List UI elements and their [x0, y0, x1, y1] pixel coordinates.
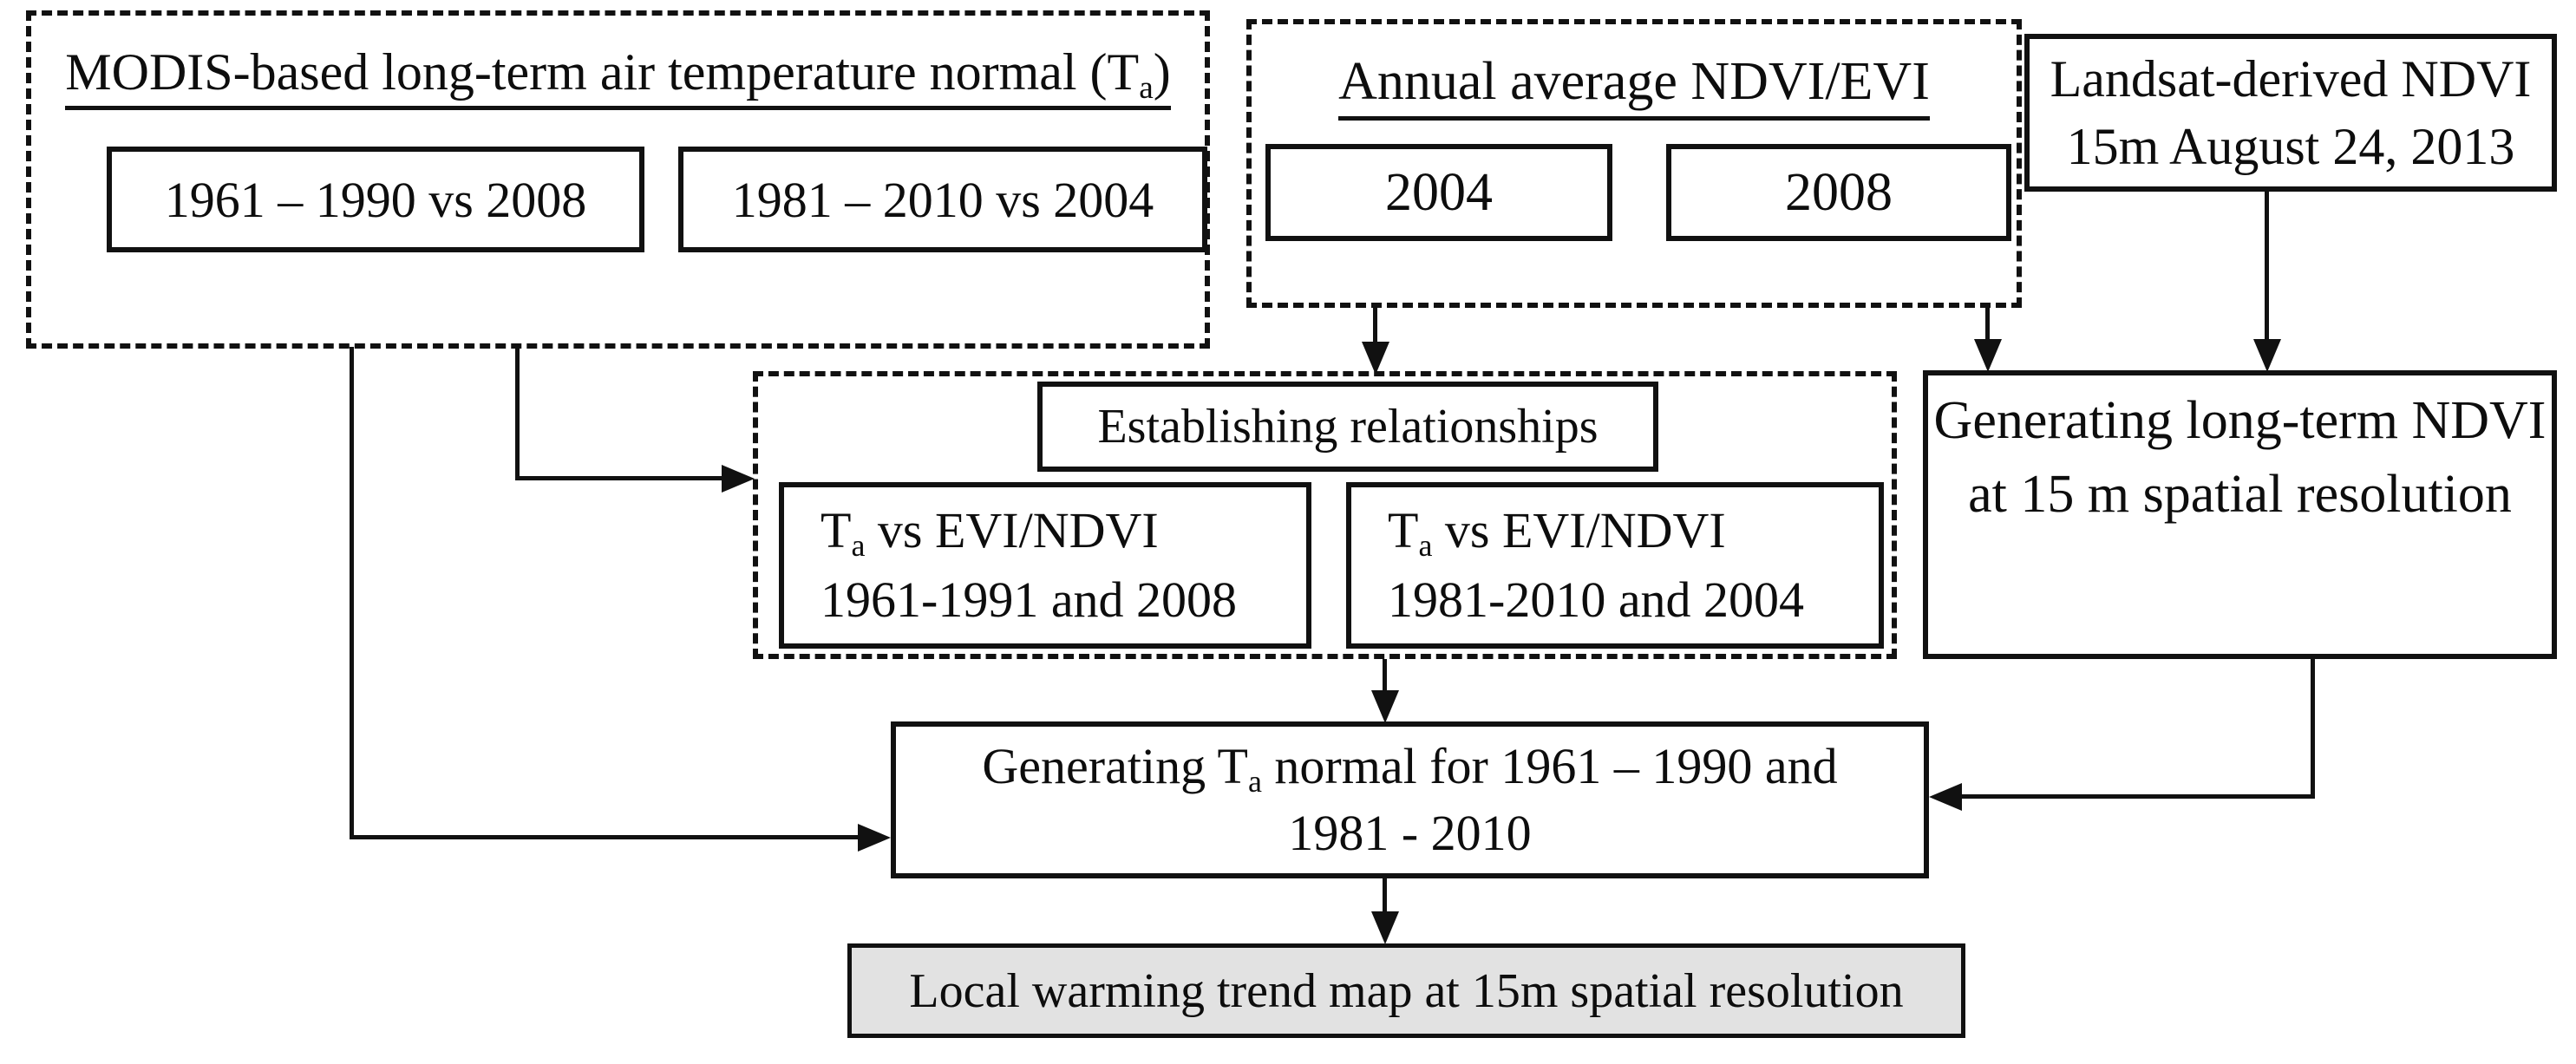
- connector-ndvi-to-generating-ndvi-shaft: [1985, 308, 1990, 341]
- connector-modis-to-generating-ta-vertical: [350, 347, 354, 839]
- connector-modis-to-relationships-vertical: [515, 347, 520, 480]
- generating-ta-line1: Generating Ta normal for 1961 – 1990 and: [982, 737, 1838, 800]
- year-box-2008: 2008: [1666, 144, 2011, 241]
- ndvi-container-title: Annual average NDVI/EVI: [1252, 52, 2017, 121]
- local-warming-output-label: Local warming trend map at 15m spatial r…: [909, 963, 1904, 1018]
- annual-ndvi-evi-container: Annual average NDVI/EVI 2004 2008: [1246, 19, 2022, 308]
- arrowhead-generating-ta-to-output: [1371, 911, 1399, 944]
- generating-longterm-ndvi-box: Generating long-term NDVI at 15 m spatia…: [1923, 370, 2557, 659]
- arrowhead-ndvi-to-relationships: [1362, 342, 1389, 375]
- subscript-a: a: [851, 528, 866, 564]
- ndvi-title-text: Annual average NDVI/EVI: [1338, 52, 1930, 121]
- period-box-2-label: 1981 – 2010 vs 2004: [731, 171, 1154, 228]
- generating-ta-normal-box: Generating Ta normal for 1961 – 1990 and…: [891, 721, 1929, 878]
- arrowhead-relationships-to-generating-ta: [1371, 690, 1399, 723]
- year-box-2004: 2004: [1265, 144, 1612, 241]
- subscript-a: a: [1139, 70, 1154, 107]
- ta-vs-line-2: 1961-1991 and 2008: [821, 571, 1238, 628]
- connector-ndvi-to-relationships-shaft: [1373, 308, 1377, 343]
- establishing-relationships-container: Establishing relationships Ta vs EVI/NDV…: [753, 371, 1897, 659]
- modis-title-text: MODIS-based long-term air temperature no…: [65, 43, 1171, 110]
- connector-modis-to-generating-ta-horizontal: [350, 835, 860, 839]
- period-box-1981-2010: 1981 – 2010 vs 2004: [678, 147, 1207, 252]
- modis-temperature-container: MODIS-based long-term air temperature no…: [26, 10, 1210, 349]
- landsat-line1: Landsat-derived NDVI: [2050, 50, 2532, 108]
- ta-vs-line-1: Ta vs EVI/NDVI: [1388, 501, 1726, 564]
- connector-modis-to-relationships-horizontal: [515, 476, 722, 480]
- generating-ndvi-line2: at 15 m spatial resolution: [1968, 464, 2512, 524]
- modis-container-title: MODIS-based long-term air temperature no…: [31, 43, 1205, 110]
- subscript-a: a: [1247, 764, 1262, 800]
- period-box-1961-1990: 1961 – 1990 vs 2008: [107, 147, 644, 252]
- landsat-line2: 15m August 24, 2013: [2066, 118, 2515, 175]
- landsat-ndvi-box: Landsat-derived NDVI 15m August 24, 2013: [2024, 34, 2557, 192]
- ta-vs-line-2: 1981-2010 and 2004: [1388, 571, 1805, 628]
- arrowhead-modis-to-generating-ta: [858, 824, 891, 852]
- connector-landsat-to-generating-ndvi-shaft: [2265, 192, 2269, 341]
- year-box-2004-label: 2004: [1385, 162, 1493, 222]
- arrowhead-generating-ndvi-to-ta: [1929, 783, 1962, 811]
- ta-vs-evi-ndvi-box-2: Ta vs EVI/NDVI 1981-2010 and 2004: [1346, 482, 1884, 649]
- arrowhead-modis-to-relationships: [722, 465, 755, 493]
- ta-vs-line-1: Ta vs EVI/NDVI: [821, 501, 1159, 564]
- year-box-2008-label: 2008: [1785, 162, 1893, 222]
- establishing-relationships-title-box: Establishing relationships: [1037, 382, 1658, 472]
- connector-relationships-to-generating-ta-shaft: [1383, 659, 1387, 692]
- local-warming-output-box: Local warming trend map at 15m spatial r…: [847, 943, 1965, 1038]
- subscript-a: a: [1418, 528, 1433, 564]
- arrowhead-landsat-to-generating-ndvi: [2253, 339, 2281, 372]
- connector-generating-ndvi-to-ta-horizontal: [1960, 794, 2315, 799]
- generating-ndvi-line1: Generating long-term NDVI: [1933, 391, 2547, 450]
- ta-vs-evi-ndvi-box-1: Ta vs EVI/NDVI 1961-1991 and 2008: [779, 482, 1311, 649]
- generating-ta-line2: 1981 - 2010: [1288, 804, 1532, 861]
- establishing-relationships-label: Establishing relationships: [1097, 400, 1599, 454]
- connector-generating-ndvi-to-ta-vertical: [2311, 659, 2315, 799]
- arrowhead-ndvi-to-generating-ndvi: [1974, 339, 2002, 372]
- connector-generating-ta-to-output-shaft: [1383, 878, 1387, 914]
- period-box-1-label: 1961 – 1990 vs 2008: [164, 171, 587, 228]
